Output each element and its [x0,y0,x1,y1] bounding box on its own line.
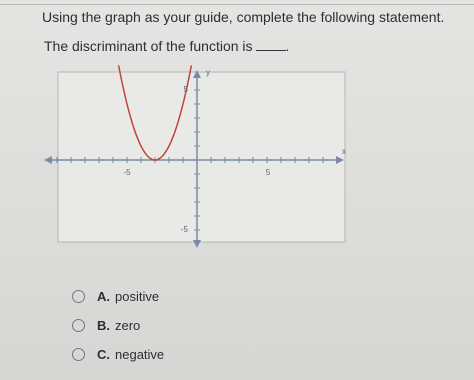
radio-button[interactable] [72,319,85,332]
x-axis-label: x [342,147,346,156]
option-letter: A. [97,289,110,304]
x-tick-label: -5 [123,168,131,177]
option[interactable]: B. zero [72,318,140,333]
y-tick-label: 5 [184,85,189,94]
statement-row: The discriminant of the function is. [44,38,290,54]
option[interactable]: C. negative [72,347,164,362]
radio-button[interactable] [72,290,85,303]
x-arrow-right [336,156,344,164]
statement: The discriminant of the function is [44,38,253,54]
graph: y x -5 5 5 -5 [44,65,346,248]
y-axis-label: y [206,68,210,77]
option-text: positive [115,289,160,304]
y-arrow-down [193,240,201,248]
blank [255,50,286,51]
x-arrow-left [44,156,52,164]
parabola [117,65,193,161]
question: Using the graph as your guide, complete … [42,9,445,25]
x-tick-label: 5 [266,168,271,177]
y-arrow-up [193,70,201,78]
divider [0,4,474,5]
option[interactable]: A. positive [72,289,159,304]
radio-button[interactable] [72,348,85,361]
option-text: zero [115,318,141,333]
option-letter: C. [97,347,110,362]
y-tick-label: -5 [181,225,189,234]
option-text: negative [115,347,165,362]
option-letter: B. [97,318,110,333]
graph-frame [57,71,346,243]
